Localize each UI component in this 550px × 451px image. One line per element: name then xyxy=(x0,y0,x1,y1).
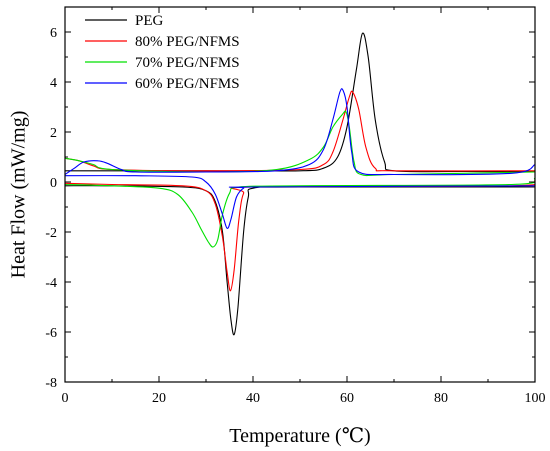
series-2-cooling-line xyxy=(65,177,535,248)
x-tick-label: 60 xyxy=(340,391,354,406)
series-1-cooling-line xyxy=(65,180,535,292)
legend-label: 60% PEG/NFMS xyxy=(135,76,240,92)
y-tick-label: 4 xyxy=(50,76,57,91)
y-tick-label: -6 xyxy=(45,326,57,341)
x-tick-label: 100 xyxy=(525,391,546,406)
x-tick-label: 0 xyxy=(62,391,69,406)
legend-label: 80% PEG/NFMS xyxy=(135,34,240,50)
axis-ticks: 0 20 40 60 80 100 -8 -6 -4 -2 0 2 4 6 xyxy=(45,7,546,406)
series-0-cooling-line xyxy=(65,185,535,336)
y-tick-label: -8 xyxy=(45,376,57,391)
y-axis-title: Heat Flow (mW/mg) xyxy=(8,111,30,279)
series-0-heating-line xyxy=(65,32,535,173)
y-tick-label: -2 xyxy=(45,226,57,241)
series-1-heating-line xyxy=(65,90,535,172)
legend-label: PEG xyxy=(135,13,164,29)
x-axis-title: Temperature (℃) xyxy=(229,425,370,447)
legend-label: 70% PEG/NFMS xyxy=(135,55,240,71)
x-tick-label: 80 xyxy=(434,391,448,406)
y-tick-label: 2 xyxy=(50,126,57,141)
y-tick-label: -4 xyxy=(45,276,57,291)
series-3-heating-line xyxy=(65,88,535,176)
series-3-cooling-line xyxy=(65,175,535,229)
curves-layer xyxy=(65,32,535,336)
y-tick-label: 6 xyxy=(50,26,57,41)
x-tick-label: 20 xyxy=(152,391,166,406)
x-tick-label: 40 xyxy=(246,391,260,406)
y-tick-label: 0 xyxy=(50,176,57,191)
legend: PEG 80% PEG/NFMS 70% PEG/NFMS 60% PEG/NFMS xyxy=(85,13,240,92)
series-2-heating-line xyxy=(65,110,535,177)
